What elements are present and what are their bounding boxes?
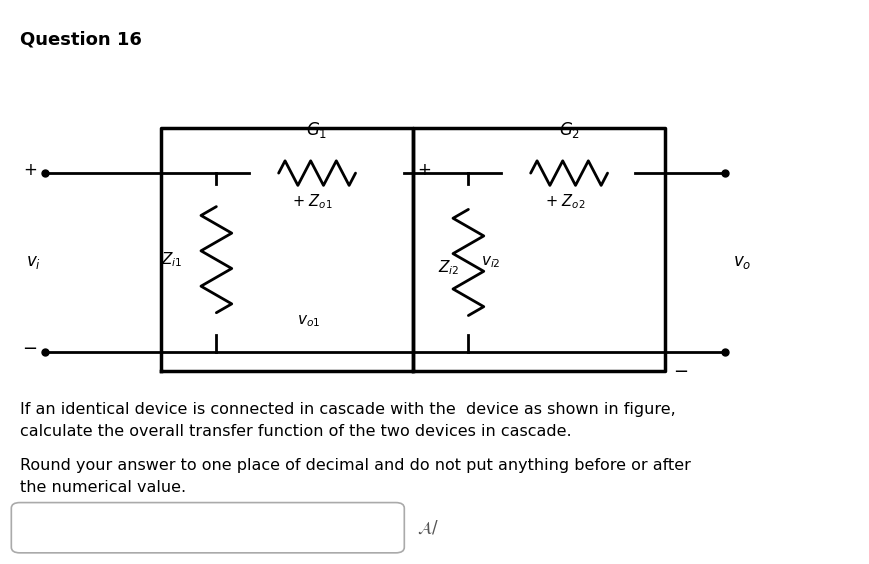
Text: $v_{o1}$: $v_{o1}$ xyxy=(296,314,320,329)
Text: +: + xyxy=(23,161,36,179)
Text: Question 16: Question 16 xyxy=(20,30,142,49)
Text: $v_i$: $v_i$ xyxy=(26,253,41,271)
Text: $v_o$: $v_o$ xyxy=(733,253,751,271)
Text: calculate the overall transfer function of the two devices in cascade.: calculate the overall transfer function … xyxy=(20,424,571,439)
Text: + $Z_{o1}$: + $Z_{o1}$ xyxy=(292,193,333,212)
Text: If an identical device is connected in cascade with the  device as shown in figu: If an identical device is connected in c… xyxy=(20,402,675,417)
Text: Round your answer to one place of decimal and do not put anything before or afte: Round your answer to one place of decima… xyxy=(20,458,690,473)
Text: $G_2$: $G_2$ xyxy=(558,120,579,140)
Text: $G_1$: $G_1$ xyxy=(306,120,328,140)
Text: + $Z_{o2}$: + $Z_{o2}$ xyxy=(544,193,585,212)
FancyBboxPatch shape xyxy=(11,503,404,553)
Text: $Z_{i2}$: $Z_{i2}$ xyxy=(438,259,460,277)
Text: the numerical value.: the numerical value. xyxy=(20,481,186,495)
Text: −: − xyxy=(22,340,36,358)
Text: $\mathcal{A}$/: $\mathcal{A}$/ xyxy=(416,519,438,537)
Text: $Z_{i1}$: $Z_{i1}$ xyxy=(161,250,182,269)
Text: +: + xyxy=(416,161,430,179)
Text: $v_{i2}$: $v_{i2}$ xyxy=(481,254,501,270)
Text: −: − xyxy=(673,363,687,381)
